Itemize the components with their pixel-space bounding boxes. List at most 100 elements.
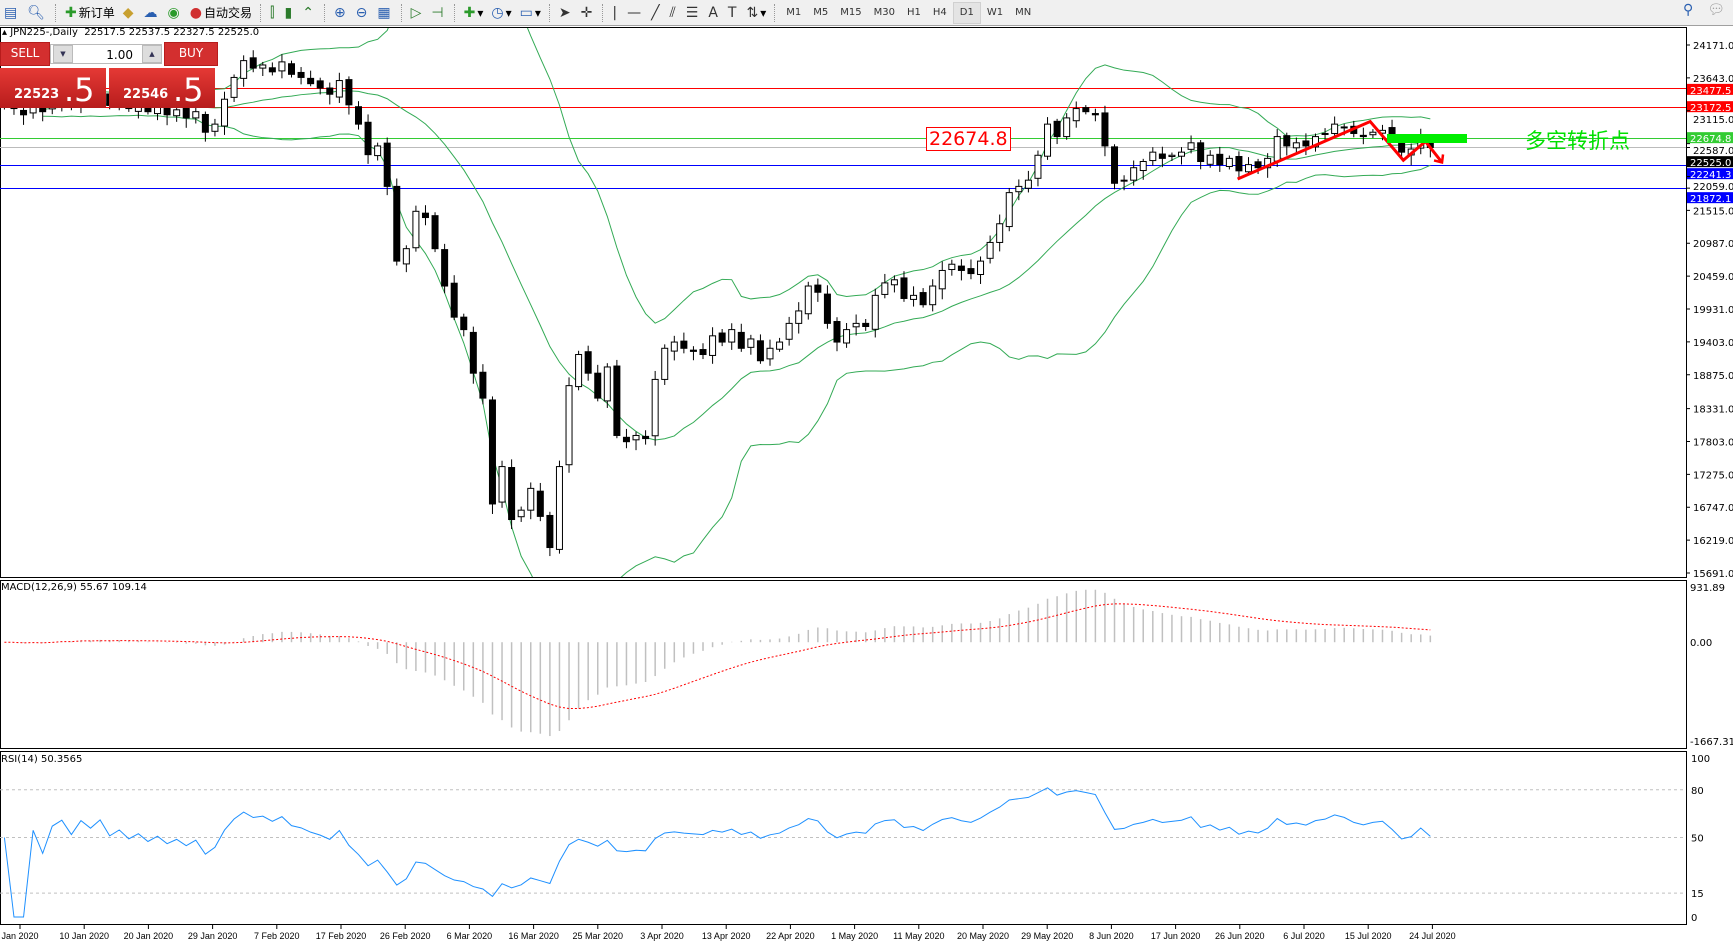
candle-bear [268,67,276,73]
lot-size-input[interactable]: 1.00 [50,44,162,64]
signals-button[interactable]: ◉ [164,2,186,24]
candle-bear [919,292,927,306]
horizontal-line-icon: — [627,4,642,21]
candle-bull [211,123,219,132]
text-label-button[interactable]: T [724,2,743,24]
auto-trading-button[interactable]: ● 自动交易 [186,2,256,24]
tile-windows-button[interactable]: ▦ [373,2,396,24]
lot-decrease-button[interactable]: ▼ [53,45,73,63]
annotation-price-box[interactable]: 22674.8 [926,127,1011,151]
candle-bull [335,80,343,98]
autoscroll-button[interactable]: ▷ [407,2,428,24]
price-axis-label: 16747.0 [1693,503,1733,514]
date-axis-label: 6 Mar 2020 [447,931,493,941]
timeframe-m30[interactable]: M30 [873,7,895,18]
candle-bull [412,210,420,249]
candle-bear [1197,142,1205,162]
candle-bear [689,349,697,352]
candle-bear [699,349,707,356]
timeframe-m15[interactable]: M15 [840,7,862,18]
date-axis-label: 29 May 2020 [1021,931,1073,941]
timeframe-h1[interactable]: H1 [906,7,921,18]
chat-icon[interactable]: 💬︎ [1707,2,1725,18]
terminal-button[interactable]: ☁ [140,2,164,24]
fibonacci-button[interactable]: ☰ [682,2,705,24]
chart-shift-button[interactable]: ⊣ [427,2,449,24]
arrows-button[interactable]: ⇅ ▾ [746,4,767,21]
timeframe-mn[interactable]: MN [1015,7,1032,18]
line-chart-button[interactable]: ⌃ [298,2,320,24]
trendline-button[interactable]: ╱ [647,2,665,24]
date-axis-label: 20 May 2020 [957,931,1009,941]
timeframe-h4[interactable]: H4 [932,7,947,18]
text-button[interactable]: A [704,2,724,24]
templates-button[interactable]: ▭ ▾ [519,4,541,21]
auto-trading-label: 自动交易 [203,6,252,20]
candle-bear [307,77,315,85]
zoom-out-button[interactable]: ⊖ [352,2,374,24]
candlestick-button[interactable]: ▮ [280,2,298,24]
candle-bull [910,294,918,300]
vertical-line-button[interactable]: | [608,2,623,24]
candle-bull [1015,185,1023,193]
candle-bear [862,322,870,327]
crosshair-button[interactable]: ✛ [577,2,599,24]
timeframe-m5[interactable]: M5 [813,7,829,18]
zoom-in-button[interactable]: ⊕ [330,2,352,24]
new-order-button[interactable]: ✚ 新订单 [61,2,119,24]
lot-increase-button[interactable]: ▲ [142,45,162,63]
sell-button[interactable]: SELL [0,42,50,66]
toolbar-separator [774,3,776,22]
chart-symbol: JPN225-,Daily [10,27,78,38]
bar-chart-icon: ⫿ [270,4,275,21]
candle-bull [785,322,793,340]
new-chart-icon: ▤ [4,4,18,21]
indicators-button[interactable]: ✚ ▾ [463,4,484,21]
candle-bull [804,285,812,315]
sell-price[interactable]: 22523 .5 [0,68,106,108]
candle-bull [240,60,248,79]
new-chart-button[interactable]: ▤ [0,2,23,24]
cursor-icon: ➤ [558,4,571,21]
timeframe-d1[interactable]: D1 [952,1,981,24]
toolbar-separator [602,3,604,22]
date-axis-label: 17 Feb 2020 [316,931,367,941]
cursor-button[interactable]: ➤ [555,2,577,24]
bar-chart-button[interactable]: ⫿ [266,2,280,24]
price-tag-label: 21872.1 [1690,194,1731,205]
bollinger-lower [42,114,1431,577]
buy-price[interactable]: 22546 .5 [109,68,215,108]
navigator-button[interactable]: ◆ [119,2,140,24]
channel-button[interactable]: ⫽ [666,2,682,24]
candle-bear [613,365,621,436]
fibonacci-icon: ☰ [685,4,699,21]
candle-bear [479,371,487,399]
search-icon[interactable]: ⚲ [1682,2,1694,18]
date-axis-label: 26 Jun 2020 [1215,931,1265,941]
candle-bull [766,347,774,360]
candle-bull [527,487,535,511]
timeframe-m1[interactable]: M1 [786,7,802,18]
collapse-triangle-icon[interactable]: ▴ [2,27,8,38]
candle-bull [1168,154,1176,158]
periods-button[interactable]: ◷ ▾ [491,4,512,21]
timeframe-w1[interactable]: W1 [986,7,1004,18]
annotation-text[interactable]: 多空转折点 [1525,129,1630,153]
date-axis-label: 13 Apr 2020 [702,931,751,941]
candle-bull [632,434,640,441]
date-axis-label: Jan 2020 [1,931,38,941]
zoom-chart-button[interactable]: 🔍︎ [23,2,51,24]
candle-bull [374,145,382,157]
candle-bear [450,282,458,318]
date-axis-label: 26 Feb 2020 [380,931,431,941]
candle-bull [498,466,506,503]
candle-bear [957,265,965,271]
buy-button[interactable]: BUY [164,42,218,66]
candle-bull [977,260,985,276]
candle-bear [460,316,468,331]
toolbar-separator [400,3,403,22]
candle-bull [996,223,1004,243]
candle-bull [1024,179,1032,189]
horizontal-line-button[interactable]: — [623,2,647,24]
